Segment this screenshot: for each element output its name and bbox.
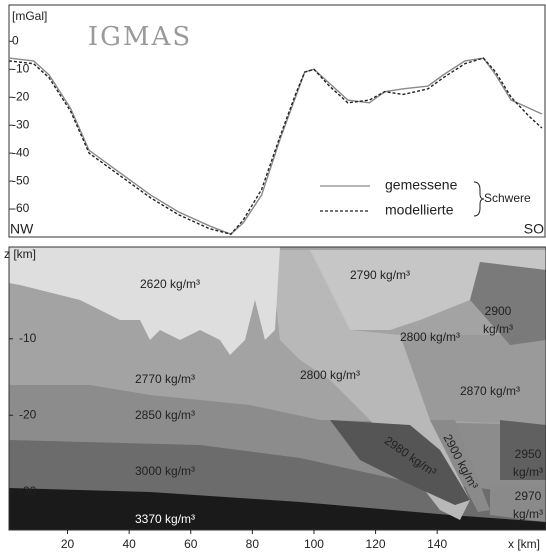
y-tick-label: 0 xyxy=(12,34,19,48)
density-label: kg/m³ xyxy=(513,465,543,479)
x-tick-label: 120 xyxy=(366,537,386,551)
gravity-frame xyxy=(8,4,546,238)
left-label: NW xyxy=(10,221,34,237)
x-tick-label: 60 xyxy=(184,537,198,551)
right-label: SO xyxy=(524,221,544,237)
x-tick-label: 40 xyxy=(122,537,136,551)
layer xyxy=(9,488,546,530)
y-axis-label: [mGal] xyxy=(12,9,47,23)
y-tick-label: -60 xyxy=(12,201,30,215)
legend-group: Schwere xyxy=(484,191,531,205)
y-tick-label: -50 xyxy=(12,173,30,187)
legend-brace xyxy=(473,181,485,217)
density-label: 2970 xyxy=(515,489,542,503)
density-label: 3370 kg/m³ xyxy=(135,512,195,526)
x-tick-label: 100 xyxy=(304,537,324,551)
logo: IGMAS xyxy=(88,22,192,52)
x-axis-label: x [km] xyxy=(508,537,540,551)
y-tick-label: -40 xyxy=(12,145,30,159)
density-label: 2870 kg/m³ xyxy=(460,384,520,398)
y-tick-label: -20 xyxy=(12,89,30,103)
density-label: kg/m³ xyxy=(483,322,513,336)
legend-label: modellierte xyxy=(385,202,454,218)
density-label: 2800 kg/m³ xyxy=(300,368,360,382)
legend-label: gemessene xyxy=(385,177,458,193)
x-tick-label: 20 xyxy=(61,537,75,551)
density-label: 2850 kg/m³ xyxy=(135,408,195,422)
layer xyxy=(9,247,280,355)
density-label: 2800 kg/m³ xyxy=(400,330,460,344)
layer xyxy=(490,485,546,522)
density-label: 2770 kg/m³ xyxy=(135,372,195,386)
y-tick-label: -10 xyxy=(12,61,30,75)
x-tick-label: 140 xyxy=(427,537,447,551)
density-label: kg/m³ xyxy=(513,507,543,521)
x-tick-label: 80 xyxy=(246,537,260,551)
layer xyxy=(310,250,546,330)
gravity-line xyxy=(8,57,543,235)
density-label: 2950 xyxy=(515,447,542,461)
density-label: 2900 xyxy=(485,304,512,318)
layer xyxy=(330,420,470,505)
density-label: 2620 kg/m³ xyxy=(140,277,200,291)
y-tick-label: -30 xyxy=(19,484,37,498)
layer xyxy=(430,420,490,512)
layer xyxy=(470,262,546,345)
layer xyxy=(500,420,546,480)
y-tick-label: -30 xyxy=(12,117,30,131)
y-tick-label: -20 xyxy=(19,407,37,421)
density-label: 2790 kg/m³ xyxy=(350,268,410,282)
section-frame xyxy=(8,246,546,531)
layer xyxy=(400,335,546,425)
z-axis-label: z [km] xyxy=(4,247,36,261)
density-model: 2620 kg/m³ 2790 kg/m³ 2900 kg/m³ 2800 kg/m³ 2… xyxy=(8,246,546,531)
density-label: 3000 kg/m³ xyxy=(135,464,195,478)
y-tick-label: -10 xyxy=(19,331,37,345)
